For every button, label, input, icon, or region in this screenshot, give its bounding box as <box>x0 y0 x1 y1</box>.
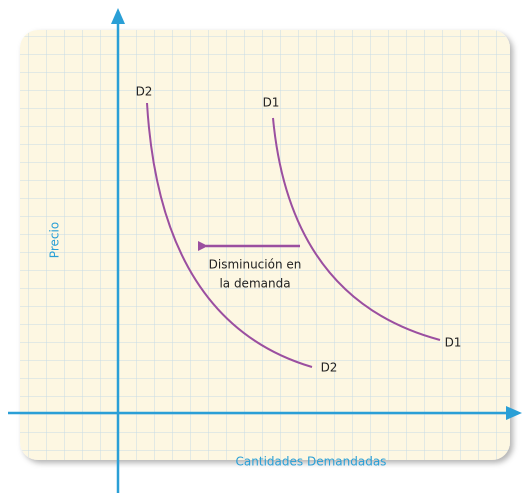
y-axis-arrow <box>111 8 125 24</box>
curve-label: D2 <box>321 361 338 375</box>
curve-label: D1 <box>263 96 280 110</box>
curve-d1 <box>272 117 441 341</box>
x-axis-label: Cantidades Demandadas <box>236 455 387 469</box>
curve-label: D2 <box>136 85 153 99</box>
annotation: Disminución en <box>209 258 302 272</box>
curve-d2 <box>146 102 313 368</box>
annotation: la demanda <box>219 277 290 291</box>
curve-label: D1 <box>445 336 462 350</box>
y-axis-label: Precio <box>48 222 62 258</box>
x-axis-arrow <box>506 406 522 420</box>
